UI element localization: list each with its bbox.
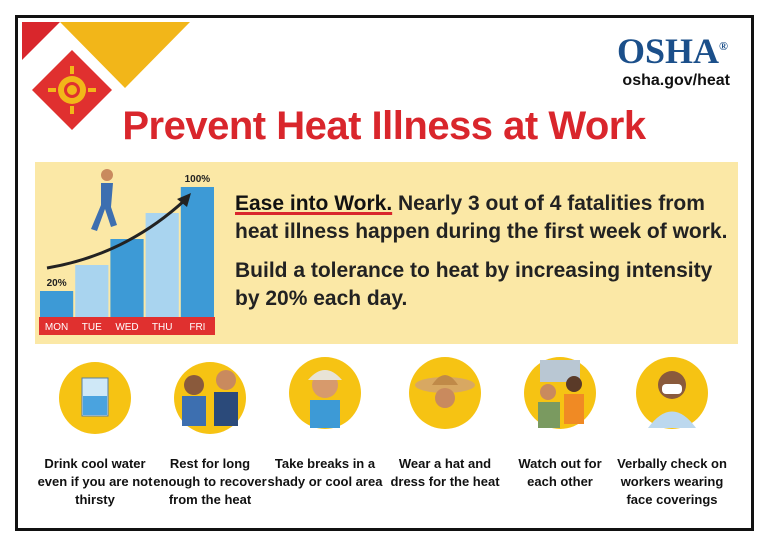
icons [59, 357, 708, 434]
mini-chart: MON 20% TUE WED THU FRI 100% [39, 169, 215, 335]
tip: Rest for long enough to recover from the h… [140, 455, 280, 509]
url: osha.gov/heat [622, 72, 730, 89]
tip-line: thirsty [75, 492, 115, 507]
heading: Ease into Work. [235, 192, 393, 215]
bar [75, 265, 109, 317]
tip: Verbally check on workers wearing face cov… [602, 455, 742, 509]
tip-line: Take breaks in a [274, 456, 376, 471]
worker-head [101, 169, 113, 181]
frame [15, 15, 754, 531]
tip: Drink cool water even if you are not thirs… [25, 455, 165, 509]
tip-line: Watch out for [518, 456, 602, 471]
tip-line: dress for the heat [390, 474, 500, 489]
x-tick-label: FRI [189, 322, 205, 333]
tip: Wear a hat and dress for the heat [375, 455, 515, 491]
value-label: 20% [47, 278, 67, 289]
tip: Take breaks in a shady or cool area [255, 455, 395, 491]
label-strip [39, 317, 215, 335]
x-tick-label: MON [45, 322, 68, 333]
logo-text: OSHA [617, 31, 720, 71]
x-tick-label: WED [115, 322, 138, 333]
tip-line: face coverings [626, 492, 718, 507]
tip-line: enough to recover [153, 474, 267, 489]
tip-line: Verbally check on [617, 456, 727, 471]
bar [110, 239, 144, 317]
tip-line: even if you are not [37, 474, 153, 489]
logo: OSHA® [617, 30, 728, 72]
bar [145, 213, 179, 317]
text: Nearly 3 out of 4 fatalities from heat i… [235, 192, 728, 243]
tip-line: shady or cool area [267, 474, 383, 489]
bar [40, 291, 74, 317]
tip-line: Rest for long [169, 456, 251, 471]
x-tick-label: THU [152, 322, 173, 333]
worker-body [91, 183, 117, 231]
arrow-head [177, 193, 191, 207]
tip-line: Drink cool water [44, 456, 146, 471]
registered: ® [719, 39, 728, 53]
value-label: 100% [185, 174, 211, 185]
text: Build a tolerance to heat by increasing … [235, 259, 713, 310]
tip-line: workers wearing [620, 474, 724, 489]
tip-line: each other [527, 474, 593, 489]
tip: Watch out for each other [490, 455, 630, 491]
panel-text: Ease into Work. Nearly 3 out of 4 fatali… [235, 190, 730, 324]
tip-line: Wear a hat and [398, 456, 492, 471]
title: Prevent Heat Illness at Work [122, 104, 646, 148]
arrow [46, 198, 187, 270]
tip-line: from the heat [168, 492, 252, 507]
paragraph: Ease into Work. Nearly 3 out of 4 fatali… [235, 190, 730, 246]
bar [180, 187, 214, 317]
x-tick-label: TUE [82, 322, 102, 333]
